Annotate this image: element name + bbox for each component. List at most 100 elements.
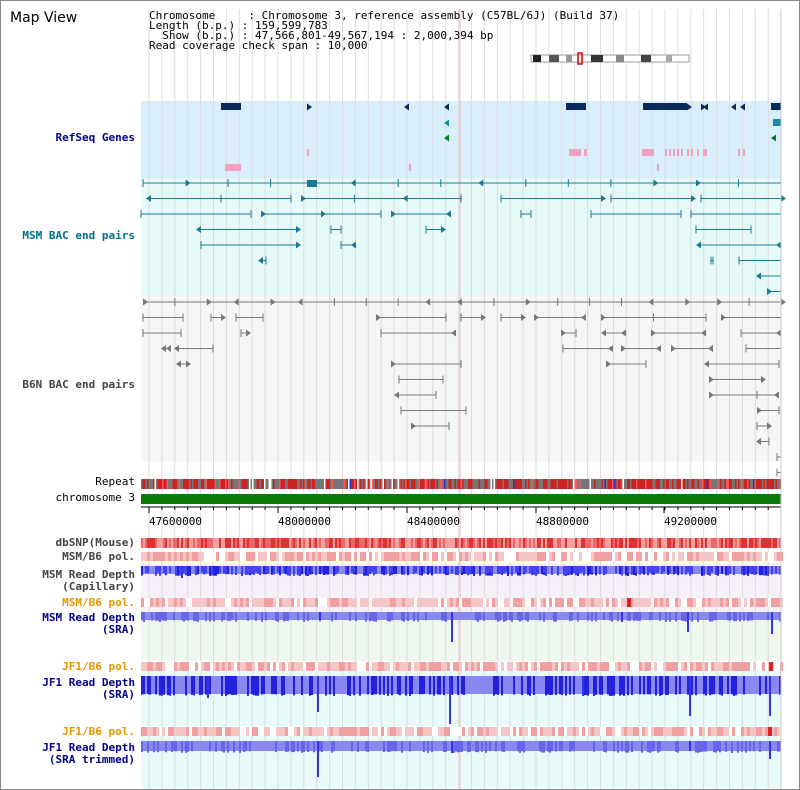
dbsnp-density xyxy=(293,538,295,548)
msm-b6-pol-1 xyxy=(213,552,216,561)
track-label-jf1-read-depth-sra[interactable]: JF1 Read Depth (SRA) xyxy=(42,677,135,701)
jf1-read-depth-sra xyxy=(383,676,385,695)
repeat-feature xyxy=(216,479,218,489)
jf1-read-depth-sra xyxy=(201,676,203,695)
dbsnp-density xyxy=(545,538,547,548)
msm-b6-pol-1 xyxy=(714,552,717,561)
msm-bac-end xyxy=(196,226,201,233)
dbsnp-density xyxy=(275,538,277,548)
repeat-feature xyxy=(531,479,533,489)
repeat-feature xyxy=(238,479,240,489)
jf1-b6-pol-2 xyxy=(255,727,258,736)
jf1-b6-pol-2 xyxy=(744,727,747,736)
jf1-b6-pol-2 xyxy=(264,727,267,736)
jf1-read-depth-trimmed xyxy=(223,741,225,753)
track-label-msm-b6-pol-2[interactable]: MSM/B6 pol. xyxy=(62,596,135,609)
track-label-repeat[interactable]: Repeat xyxy=(95,475,135,488)
jf1-read-depth-sra xyxy=(437,676,439,695)
msm-read-depth-sra xyxy=(181,612,183,621)
msm-read-depth-capillary xyxy=(283,566,285,574)
msm-b6-pol-2 xyxy=(648,598,651,607)
dbsnp-density xyxy=(209,538,211,548)
jf1-read-depth-sra xyxy=(317,676,319,712)
msm-b6-pol-1 xyxy=(249,552,252,561)
jf1-read-depth-sra xyxy=(735,676,737,696)
jf1-b6-pol-1 xyxy=(717,662,720,671)
msm-read-depth-capillary xyxy=(745,566,747,575)
jf1-read-depth-trimmed xyxy=(651,741,653,752)
msm-read-depth-capillary xyxy=(651,566,653,574)
repeat-feature xyxy=(487,479,489,489)
repeat-feature xyxy=(585,479,587,489)
msm-bac-end xyxy=(446,210,451,218)
track-label-msm-read-depth-capillary[interactable]: MSM Read Depth (Capillary) xyxy=(42,569,135,593)
track-label-jf1-b6-pol-1[interactable]: JF1/B6 pol. xyxy=(62,660,135,673)
jf1-b6-pol-2 xyxy=(585,727,588,736)
jf1-read-depth-trimmed xyxy=(617,741,619,753)
msm-read-depth-capillary xyxy=(471,566,473,574)
repeat-feature xyxy=(765,479,767,489)
jf1-read-depth-sra xyxy=(281,676,283,696)
jf1-read-depth-trimmed xyxy=(647,741,649,753)
msm-b6-pol-1 xyxy=(237,552,240,561)
jf1-read-depth-sra xyxy=(275,676,277,695)
ideogram-band xyxy=(566,55,572,62)
dbsnp-density xyxy=(575,538,577,548)
jf1-read-depth-sra xyxy=(661,676,663,695)
repeat-feature xyxy=(489,479,491,489)
repeat-feature xyxy=(424,479,426,489)
jf1-b6-pol-1 xyxy=(504,662,507,671)
jf1-b6-pol-1 xyxy=(708,662,711,671)
msm-b6-pol-1 xyxy=(276,552,279,561)
jf1-b6-pol-2 xyxy=(186,727,189,736)
track-label-jf1-read-depth-trimmed[interactable]: JF1 Read Depth (SRA trimmed) xyxy=(42,742,135,766)
jf1-b6-pol-1 xyxy=(171,662,174,671)
msm-read-depth-capillary xyxy=(321,566,323,574)
msm-read-depth-capillary xyxy=(181,566,183,578)
repeat-feature xyxy=(604,479,606,489)
msm-b6-pol-1 xyxy=(342,552,345,561)
jf1-read-depth-trimmed xyxy=(689,741,691,751)
dbsnp-density xyxy=(265,538,267,548)
track-label-msm-bac[interactable]: MSM BAC end pairs xyxy=(22,229,135,242)
track-label-refseq-genes[interactable]: RefSeq Genes xyxy=(55,131,135,144)
jf1-b6-pol-2 xyxy=(183,727,186,736)
msm-read-depth-capillary xyxy=(489,566,491,573)
dbsnp-density xyxy=(433,538,435,548)
track-label-dbsnp[interactable]: dbSNP(Mouse) xyxy=(55,536,135,549)
track-label-msm-b6-pol-1[interactable]: MSM/B6 pol. xyxy=(62,550,135,563)
refseq-pink-feature xyxy=(697,149,699,156)
jf1-read-depth-sra xyxy=(423,676,425,695)
track-label-jf1-b6-pol-2[interactable]: JF1/B6 pol. xyxy=(62,725,135,738)
dbsnp-density xyxy=(381,538,383,548)
msm-read-depth-sra xyxy=(665,612,667,622)
track-label-b6n-bac[interactable]: B6N BAC end pairs xyxy=(22,378,135,391)
msm-b6-pol-2 xyxy=(315,598,318,607)
msm-b6-pol-1 xyxy=(243,552,246,561)
dbsnp-density xyxy=(495,538,497,548)
jf1-b6-pol-2 xyxy=(777,727,780,736)
repeat-feature xyxy=(612,479,614,489)
msm-b6-pol-1 xyxy=(183,552,186,561)
dbsnp-density xyxy=(647,538,649,548)
jf1-b6-pol-1 xyxy=(426,662,429,671)
repeat-feature xyxy=(259,479,261,489)
msm-bac-end xyxy=(402,195,408,202)
jf1-read-depth-sra xyxy=(309,676,311,696)
repeat-feature xyxy=(733,479,735,489)
jf1-b6-pol-2 xyxy=(357,727,360,736)
ideogram-band xyxy=(666,55,672,62)
dbsnp-density xyxy=(533,538,535,548)
msm-read-depth-sra xyxy=(649,612,651,621)
jf1-b6-pol-2 xyxy=(318,727,321,736)
msm-read-depth-capillary xyxy=(649,566,651,573)
jf1-b6-pol-1 xyxy=(396,662,399,671)
track-label-chromosome[interactable]: chromosome 3 xyxy=(55,491,135,504)
repeat-feature xyxy=(690,479,692,489)
b6n-bac-end xyxy=(685,298,691,306)
jf1-read-depth-trimmed xyxy=(383,741,385,753)
repeat-feature xyxy=(268,479,270,489)
track-label-msm-read-depth-sra[interactable]: MSM Read Depth (SRA) xyxy=(42,612,135,636)
repeat-feature xyxy=(616,479,618,489)
